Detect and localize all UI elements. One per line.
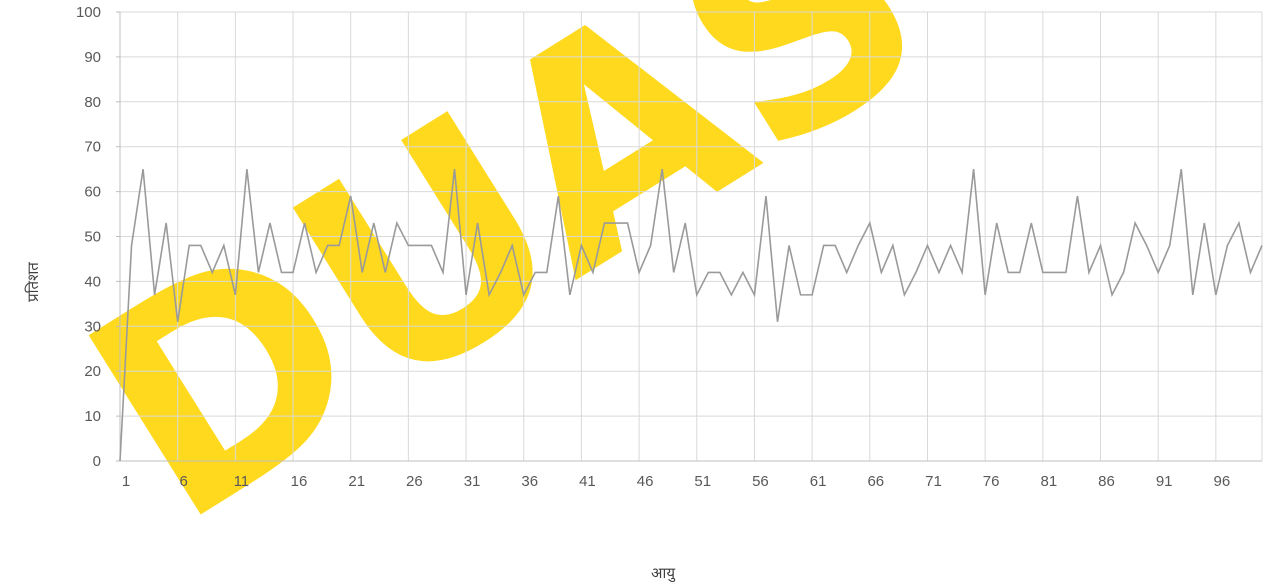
y-tick-label: 80 bbox=[84, 94, 101, 111]
y-tick-label: 90 bbox=[84, 49, 101, 66]
x-tick-labels: 1 6 11 16 21 26 31 36 41 46 51 56 61 66 71 76 81 86 91 96 bbox=[122, 473, 1230, 490]
y-tick-label: 30 bbox=[84, 318, 101, 335]
y-tick-label: 100 bbox=[76, 4, 101, 21]
x-tick-label: 11 bbox=[234, 473, 250, 490]
x-tick-label: 66 bbox=[867, 473, 884, 490]
x-tick-label: 1 bbox=[122, 473, 130, 490]
x-tick-label: 26 bbox=[406, 473, 423, 490]
x-tick-label: 31 bbox=[464, 473, 481, 490]
x-tick-label: 56 bbox=[752, 473, 769, 490]
x-tick-label: 86 bbox=[1098, 473, 1115, 490]
x-tick-label: 61 bbox=[810, 473, 827, 490]
y-tick-label: 40 bbox=[84, 273, 101, 290]
x-tick-label: 76 bbox=[983, 473, 1000, 490]
y-tick-labels: 0 10 20 30 40 50 60 70 80 90 100 bbox=[76, 4, 120, 470]
series-line-1 bbox=[119, 169, 1263, 462]
y-tick-label: 0 bbox=[93, 453, 101, 470]
x-tick-label: 6 bbox=[180, 473, 188, 490]
series bbox=[119, 169, 1263, 462]
x-tick-label: 51 bbox=[694, 473, 711, 490]
x-axis-title: आयु bbox=[651, 564, 676, 583]
y-axis-title: प्रतिशत bbox=[24, 262, 42, 302]
y-tick-label: 70 bbox=[84, 139, 101, 156]
x-tick-label: 71 bbox=[925, 473, 942, 490]
y-tick-label: 60 bbox=[84, 184, 101, 201]
y-tick-label: 10 bbox=[84, 408, 101, 425]
x-tick-label: 81 bbox=[1040, 473, 1057, 490]
x-tick-label: 41 bbox=[579, 473, 596, 490]
x-tick-label: 96 bbox=[1214, 473, 1231, 490]
x-tick-label: 36 bbox=[521, 473, 538, 490]
y-tick-label: 50 bbox=[84, 229, 101, 246]
y-tick-label: 20 bbox=[84, 363, 101, 380]
x-tick-label: 46 bbox=[637, 473, 654, 490]
x-tick-label: 21 bbox=[348, 473, 365, 490]
x-tick-label: 91 bbox=[1156, 473, 1173, 490]
x-tick-label: 16 bbox=[291, 473, 308, 490]
